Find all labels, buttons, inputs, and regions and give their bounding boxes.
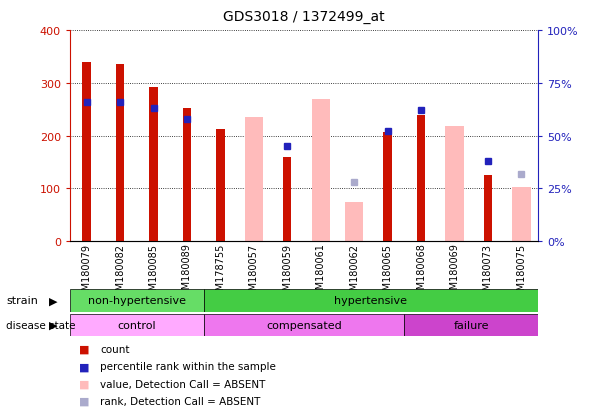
Bar <box>116 65 124 242</box>
Bar <box>345 202 364 242</box>
Text: compensated: compensated <box>266 320 342 330</box>
Text: disease state: disease state <box>6 320 75 330</box>
Bar <box>384 133 392 242</box>
Bar <box>445 127 464 242</box>
Text: ■: ■ <box>79 344 89 354</box>
Text: ■: ■ <box>79 396 89 406</box>
Text: non-hypertensive: non-hypertensive <box>88 295 186 306</box>
Bar <box>283 157 291 242</box>
Text: ■: ■ <box>79 379 89 389</box>
Text: ▶: ▶ <box>49 320 58 330</box>
Text: failure: failure <box>454 320 489 330</box>
Bar <box>417 115 425 242</box>
Text: GDS3018 / 1372499_at: GDS3018 / 1372499_at <box>223 10 385 24</box>
Bar <box>204 314 404 337</box>
Bar <box>204 289 538 312</box>
Bar <box>150 87 157 242</box>
Text: ▶: ▶ <box>49 295 58 306</box>
Bar <box>404 314 538 337</box>
Text: hypertensive: hypertensive <box>334 295 407 306</box>
Bar <box>311 100 330 242</box>
Text: value, Detection Call = ABSENT: value, Detection Call = ABSENT <box>100 379 266 389</box>
Text: rank, Detection Call = ABSENT: rank, Detection Call = ABSENT <box>100 396 261 406</box>
Text: count: count <box>100 344 130 354</box>
Bar <box>70 289 204 312</box>
Bar <box>512 188 531 242</box>
Bar <box>216 129 224 242</box>
Text: control: control <box>117 320 156 330</box>
Text: ■: ■ <box>79 361 89 371</box>
Bar <box>70 314 204 337</box>
Bar <box>244 118 263 242</box>
Bar <box>83 62 91 242</box>
Bar <box>484 176 492 242</box>
Text: strain: strain <box>6 295 38 306</box>
Bar <box>183 109 191 242</box>
Text: percentile rank within the sample: percentile rank within the sample <box>100 361 276 371</box>
